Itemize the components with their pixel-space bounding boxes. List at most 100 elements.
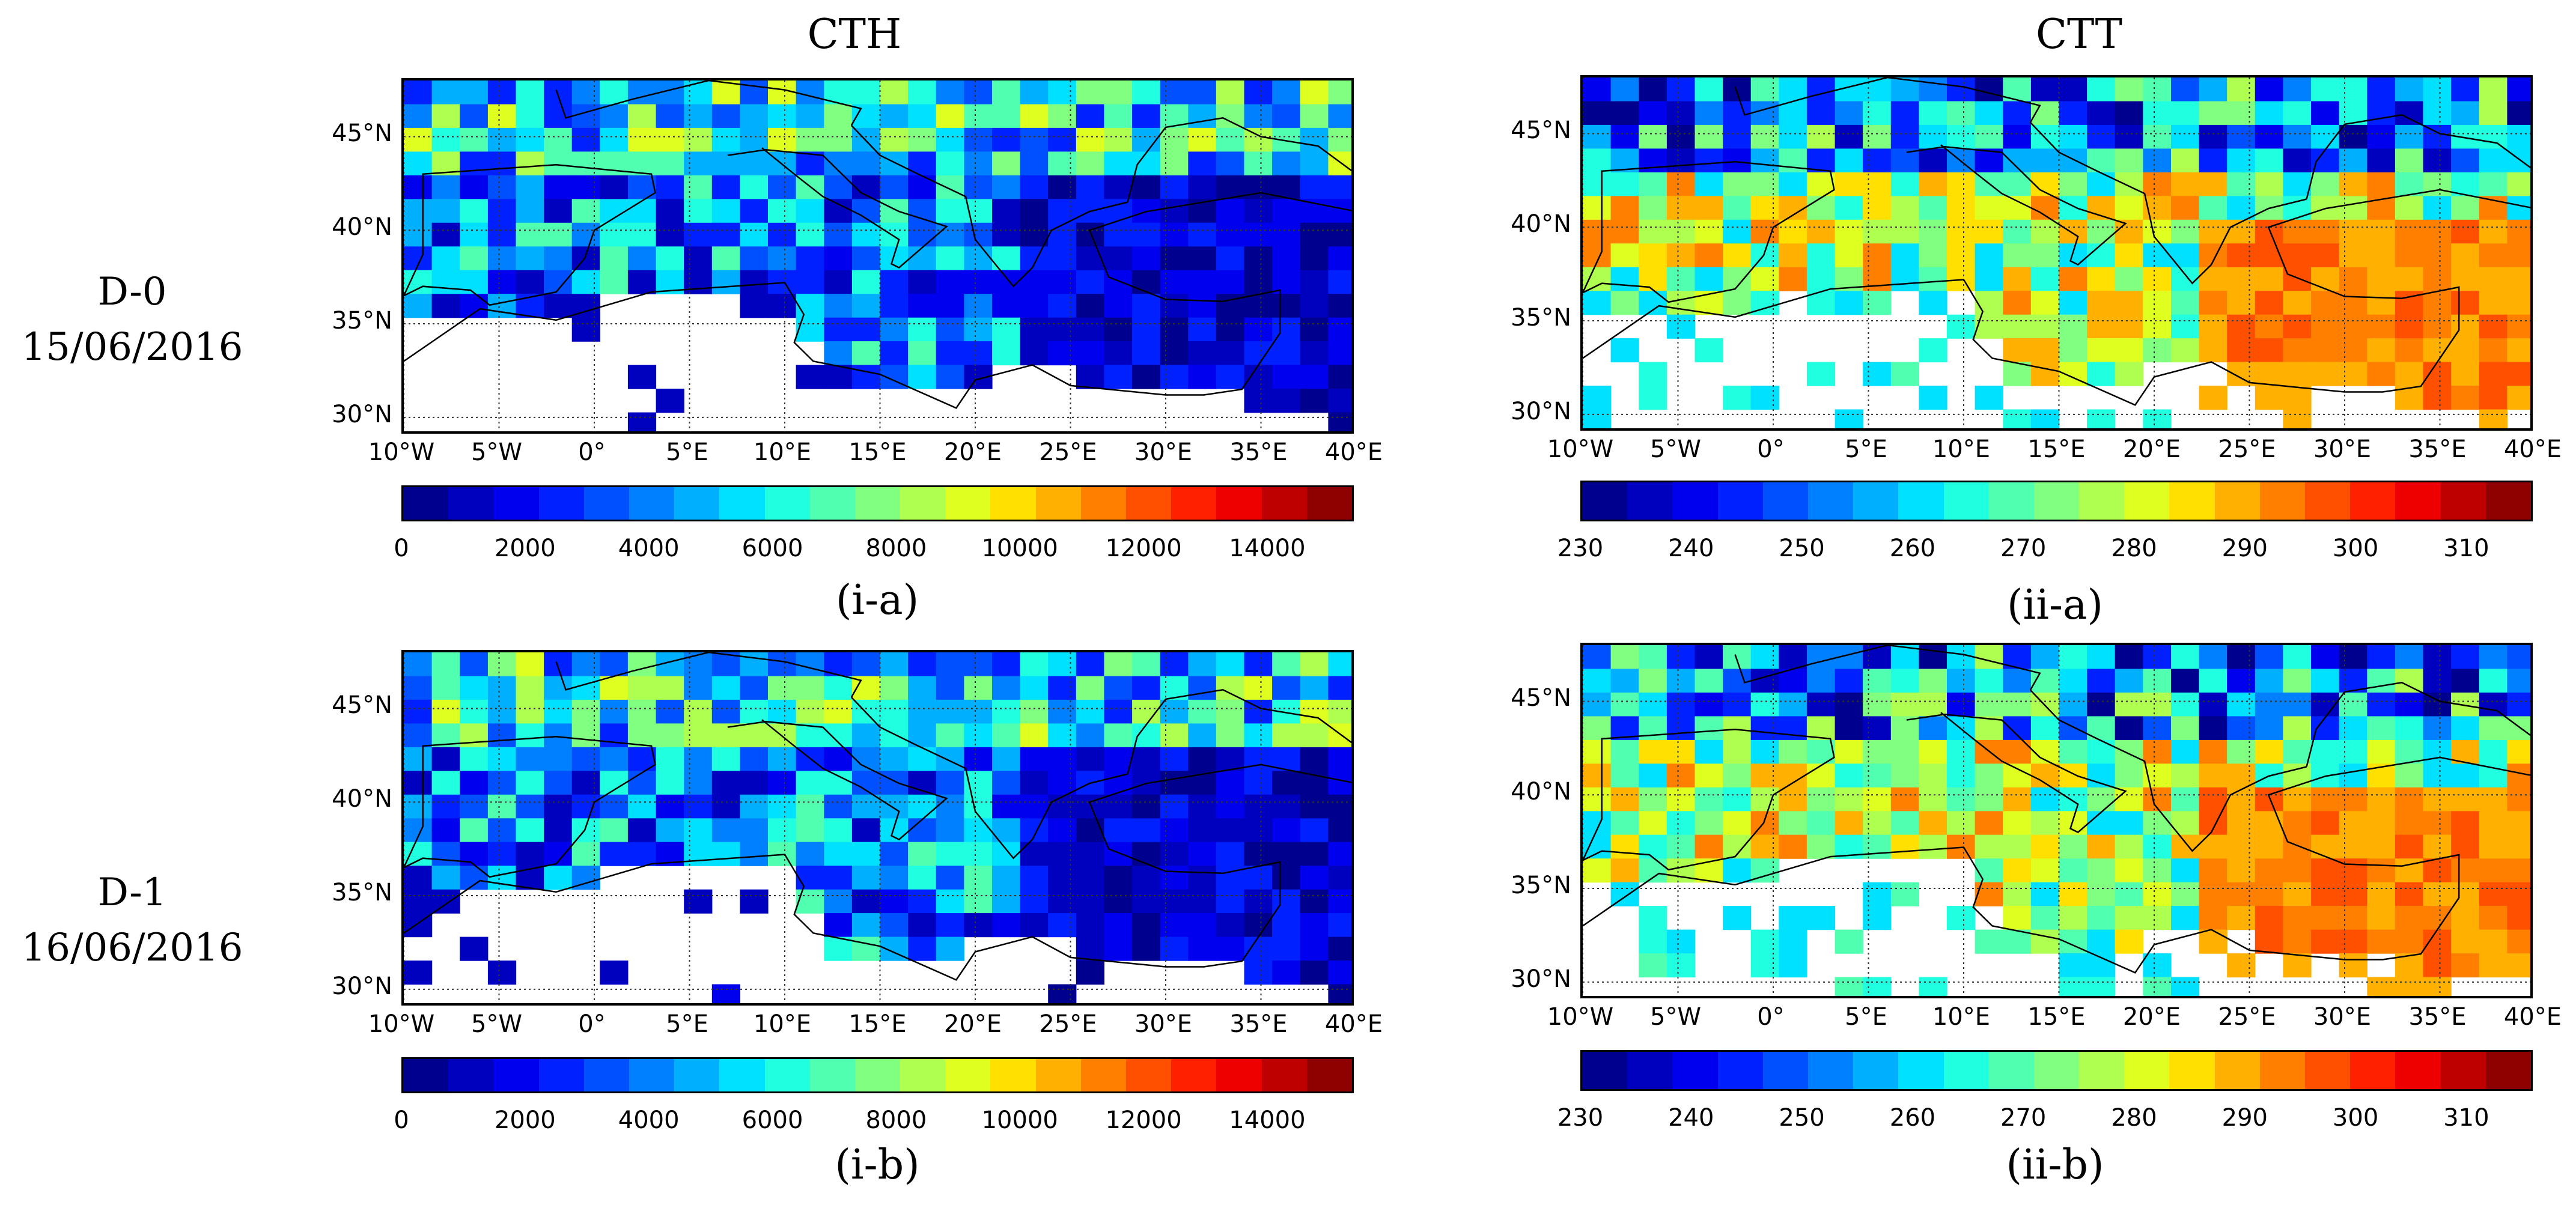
heatmap-cell xyxy=(2283,645,2312,670)
heatmap-cell xyxy=(824,127,853,152)
heatmap-cell xyxy=(516,175,544,199)
heatmap-cell xyxy=(544,104,573,129)
heatmap-cell xyxy=(2311,787,2340,812)
heatmap-cell xyxy=(1300,699,1329,724)
heatmap-cell xyxy=(2283,291,2312,315)
heatmap-cell xyxy=(2311,243,2340,268)
heatmap-cell xyxy=(404,246,433,271)
heatmap-cell xyxy=(851,723,881,748)
heatmap-cell xyxy=(1076,747,1104,771)
heatmap-cell xyxy=(1020,723,1049,748)
heatmap-cell xyxy=(2115,906,2143,930)
heatmap-cell xyxy=(824,842,853,866)
heatmap-cell xyxy=(992,127,1021,152)
heatmap-cell xyxy=(2479,692,2507,717)
longitude-tick-label: 10°E xyxy=(753,1010,812,1038)
heatmap-cell xyxy=(1328,389,1351,413)
heatmap-cell xyxy=(684,127,713,152)
heatmap-cell xyxy=(1328,317,1351,342)
heatmap-cell xyxy=(684,222,713,247)
coastline xyxy=(1906,712,2127,834)
colorbar-tick-label: 10000 xyxy=(981,1106,1058,1134)
heatmap-cell xyxy=(796,866,824,890)
heatmap-cell xyxy=(571,317,600,342)
heatmap-cell xyxy=(1020,151,1049,176)
heatmap-cell xyxy=(1020,246,1049,271)
heatmap-cell xyxy=(1132,936,1161,961)
heatmap-cell xyxy=(1583,219,1612,244)
heatmap-cell xyxy=(936,699,964,724)
heatmap-cell xyxy=(1919,267,1947,291)
heatmap-cell xyxy=(1863,669,1892,693)
ctt-column-title: CTT xyxy=(2035,11,2122,58)
heatmap-cell xyxy=(460,676,489,700)
heatmap-cell xyxy=(2030,645,2060,670)
heatmap-cell xyxy=(936,913,964,938)
heatmap-cell xyxy=(1104,842,1133,866)
heatmap-cell xyxy=(992,771,1021,795)
heatmap-cell xyxy=(1694,811,1723,836)
heatmap-cell xyxy=(487,104,517,129)
heatmap-cell xyxy=(2507,669,2530,693)
longitude-tick-label: 0° xyxy=(1757,1003,1785,1031)
longitude-tick-label: 10°W xyxy=(368,439,435,466)
heatmap-cell xyxy=(992,151,1021,176)
heatmap-cell xyxy=(2227,739,2256,764)
heatmap-cell xyxy=(1666,101,1696,126)
heatmap-cell xyxy=(656,771,684,795)
heatmap-cell xyxy=(627,104,657,129)
heatmap-cell xyxy=(1132,175,1161,199)
heatmap-cell xyxy=(600,747,629,771)
heatmap-cell xyxy=(1750,787,1779,812)
heatmap-cell xyxy=(851,341,881,366)
heatmap-cell xyxy=(2423,219,2452,244)
heatmap-cell xyxy=(2395,77,2424,102)
heatmap-cell xyxy=(1610,219,1639,244)
heatmap-cell xyxy=(627,818,657,843)
heatmap-cell xyxy=(544,747,573,771)
heatmap-cell xyxy=(2451,148,2480,173)
heatmap-cell xyxy=(1835,219,1863,244)
heatmap-cell xyxy=(1104,771,1133,795)
heatmap-cell xyxy=(1694,669,1723,693)
heatmap-cell xyxy=(1779,101,1807,126)
heatmap-cell xyxy=(1975,314,2003,339)
heatmap-cell xyxy=(964,676,993,700)
heatmap-cell xyxy=(431,818,460,843)
heatmap-cell xyxy=(2451,219,2480,244)
coastline xyxy=(404,735,656,878)
heatmap-cell xyxy=(936,842,964,866)
panel-label-ii-b: (ii-b) xyxy=(2006,1141,2104,1189)
heatmap-cell xyxy=(908,80,937,105)
heatmap-cell xyxy=(1835,929,1863,954)
heatmap-cell xyxy=(796,317,824,342)
heatmap-cell xyxy=(1104,365,1133,389)
heatmap-cell xyxy=(1750,77,1779,102)
heatmap-cell xyxy=(2479,739,2507,764)
heatmap-cell xyxy=(1216,889,1245,914)
heatmap-cell xyxy=(2395,645,2424,670)
heatmap-cell xyxy=(1779,929,1807,954)
heatmap-cell xyxy=(1272,389,1301,413)
heatmap-cell xyxy=(1639,645,1667,670)
heatmap-cell xyxy=(1328,818,1351,843)
heatmap-cell xyxy=(1750,811,1779,836)
heatmap-cell xyxy=(2507,243,2530,268)
colorbar-tick-label: 270 xyxy=(2000,1104,2047,1132)
heatmap-cell xyxy=(796,104,824,129)
heatmap-cell xyxy=(2059,267,2087,291)
heatmap-cell xyxy=(2199,834,2227,859)
heatmap-cell xyxy=(2507,101,2530,126)
heatmap-cell xyxy=(1610,291,1639,315)
heatmap-cell xyxy=(2339,77,2367,102)
colorbar-segment xyxy=(2079,482,2125,520)
heatmap-cell xyxy=(1300,246,1329,271)
heatmap-cell xyxy=(1300,747,1329,771)
heatmap-cell xyxy=(1244,341,1273,366)
heatmap-cell xyxy=(571,676,600,700)
latitude-tick-label: 45°N xyxy=(332,120,392,148)
heatmap-cell xyxy=(2171,834,2200,859)
heatmap-cell xyxy=(2283,692,2312,717)
heatmap-cell xyxy=(880,341,909,366)
heatmap-cell xyxy=(2311,314,2340,339)
